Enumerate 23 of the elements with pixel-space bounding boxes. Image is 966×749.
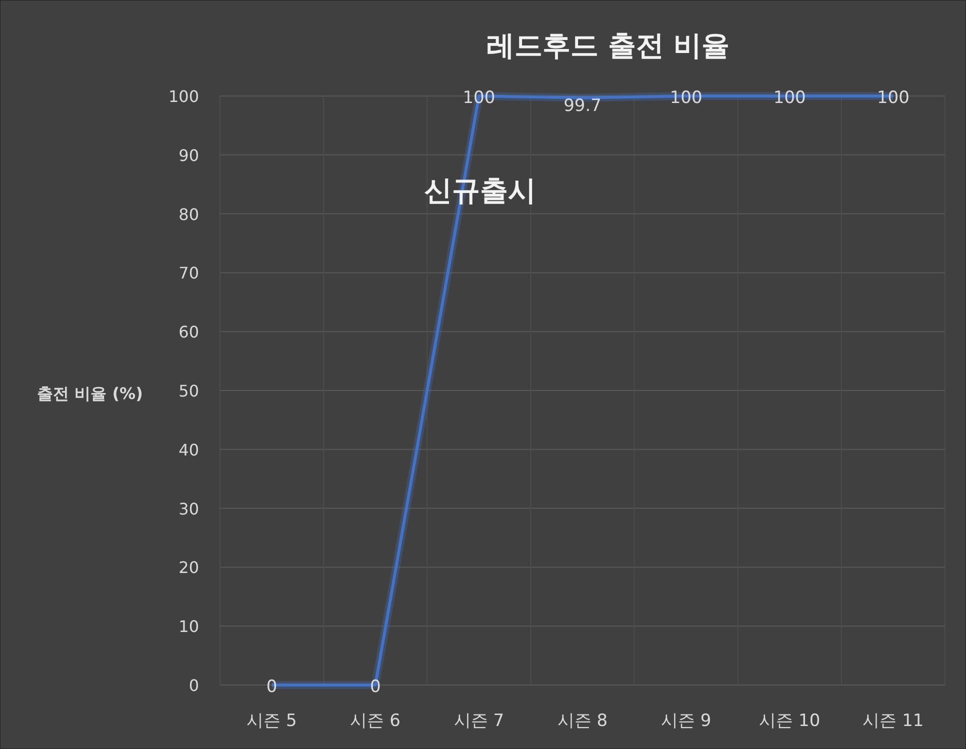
x-tick-label: 시즌 9 <box>660 711 712 731</box>
x-tick-label: 시즌 8 <box>557 711 608 731</box>
x-tick-label: 시즌 10 <box>759 711 820 731</box>
y-tick-label: 0 <box>188 676 199 695</box>
data-label: 99.7 <box>564 96 602 116</box>
y-tick-label: 50 <box>178 382 199 400</box>
y-axis-title: 출전 비율 (%) <box>37 384 143 403</box>
y-tick-label: 70 <box>178 264 199 283</box>
y-tick-label: 60 <box>178 322 199 342</box>
x-tick-label: 시즌 5 <box>246 711 297 731</box>
chart-title: 레드후드 출전 비율 <box>486 29 730 62</box>
y-tick-label: 30 <box>178 499 199 518</box>
x-tick-label: 시즌 7 <box>454 711 504 731</box>
y-tick-label: 10 <box>178 617 199 636</box>
y-tick-label: 20 <box>178 558 199 578</box>
y-tick-label: 90 <box>178 146 199 165</box>
x-tick-label: 시즌 6 <box>350 711 400 731</box>
y-tick-label: 40 <box>178 440 199 460</box>
x-tick-label: 시즌 11 <box>862 711 924 731</box>
data-label: 100 <box>876 88 910 108</box>
y-tick-label: 80 <box>178 204 199 224</box>
y-tick-label: 100 <box>168 87 199 106</box>
data-label: 0 <box>266 677 278 697</box>
